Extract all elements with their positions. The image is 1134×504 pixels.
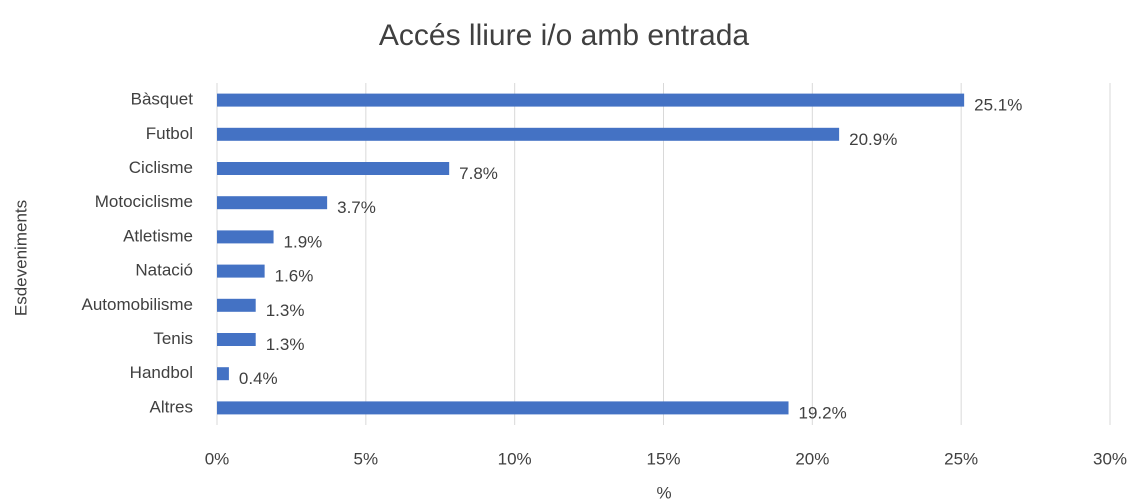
bar [217,162,450,175]
bar [217,127,840,141]
bar [217,196,328,210]
data-label: 7.8% [459,164,498,183]
bar [217,93,965,107]
data-label: 1.6% [275,267,314,286]
x-tick-label: 25% [944,449,978,468]
x-axis-label: % [656,483,671,502]
data-label: 1.9% [284,232,323,251]
bar [217,401,789,415]
y-tick-label: Motociclisme [95,192,193,211]
bar [217,367,229,381]
bar [217,264,265,278]
x-tick-label: 15% [646,449,680,468]
data-label: 1.3% [266,335,305,354]
data-label: 1.3% [266,301,305,320]
data-label: 19.2% [799,403,847,422]
chart-title: Accés lliure i/o amb entrada [379,19,749,52]
y-tick-label: Bàsquet [131,90,194,109]
x-tick-label: 10% [498,449,532,468]
x-tick-label: 30% [1093,449,1127,468]
y-tick-label: Handbol [130,363,193,382]
data-label: 25.1% [974,96,1022,115]
y-tick-label: Futbol [146,124,193,143]
data-label: 0.4% [239,369,278,388]
bar [217,230,274,244]
x-tick-label: 5% [354,449,379,468]
data-label: 20.9% [849,130,897,149]
x-tick-label: 20% [795,449,829,468]
bar [217,298,256,312]
y-tick-label: Tenis [153,329,193,348]
y-tick-label: Atletisme [123,226,193,245]
x-tick-label: 0% [205,449,230,468]
y-tick-label: Automobilisme [82,295,194,314]
y-tick-label: Altres [150,397,193,416]
y-axis-label: Esdeveniments [11,200,30,316]
y-tick-label: Natació [135,261,193,280]
bar [217,333,256,346]
y-tick-label: Ciclisme [129,158,193,177]
data-label: 3.7% [337,198,376,217]
